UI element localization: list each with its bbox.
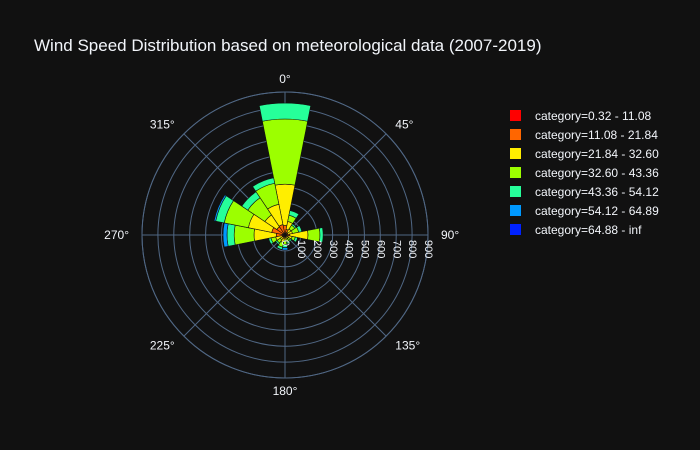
legend-entry: category=32.60 - 43.36 [535,166,659,180]
bar-layer [213,102,324,251]
legend-swatch [510,148,521,159]
angular-tick-label: 0° [279,72,291,86]
radial-tick-label: 700 [390,240,402,258]
angular-tick-label: 135° [395,338,420,352]
angular-tick-label: 90° [441,228,459,242]
angular-gridline [183,234,286,337]
radial-tick-label: 500 [359,240,371,258]
legend-swatch [510,224,521,235]
legend-entry: category=54.12 - 64.89 [535,204,659,218]
legend-swatch [510,205,521,216]
angular-tick-label: 45° [395,118,413,132]
wind-bar-segment [258,102,312,122]
wind-bar-segment [288,210,300,219]
legend-swatch [510,167,521,178]
wind-bar-segment [262,118,308,186]
angular-tick-label: 225° [150,338,175,352]
radial-axis: 0 100 200 300 400 500 600 700 800 900 [279,240,434,258]
chart-title: Wind Speed Distribution based on meteoro… [34,36,541,55]
radial-tick-label: 100 [295,240,307,258]
wind-bar-segment [276,244,283,250]
radial-tick-label: 0 [279,240,291,246]
angular-tick-label: 270° [104,228,129,242]
legend-swatch [510,129,521,140]
legend: category=0.32 - 11.08 category=11.08 - 21… [510,109,659,237]
angular-gridline [284,133,387,236]
wind-bar-segment [252,177,276,192]
wind-bar-segment [293,236,298,243]
legend-entry: category=0.32 - 11.08 [535,109,652,123]
wind-bar-segment [226,223,236,247]
legend-entry: category=64.88 - inf [535,223,642,237]
radial-tick-label: 900 [422,240,434,258]
wind-bar-segment [318,227,324,243]
wind-bar-segment [281,247,289,251]
angular-gridline [284,234,387,337]
legend-entry: category=11.08 - 21.84 [535,128,658,142]
radial-tick-label: 400 [343,240,355,258]
legend-entry: category=43.36 - 54.12 [535,185,659,199]
radial-tick-label: 200 [311,240,323,258]
angular-tick-label: 315° [150,118,175,132]
legend-swatch [510,110,521,121]
legend-swatch [510,186,521,197]
radial-tick-label: 600 [374,240,386,258]
legend-entry: category=21.84 - 32.60 [535,147,659,161]
wind-bar-segment [213,194,227,222]
angular-tick-label: 180° [273,384,298,398]
angular-axis: 0° 45° 90° 135° 180° 225° 270° 315° [104,72,459,398]
radial-tick-label: 800 [406,240,418,258]
radial-tick-label: 300 [327,240,339,258]
